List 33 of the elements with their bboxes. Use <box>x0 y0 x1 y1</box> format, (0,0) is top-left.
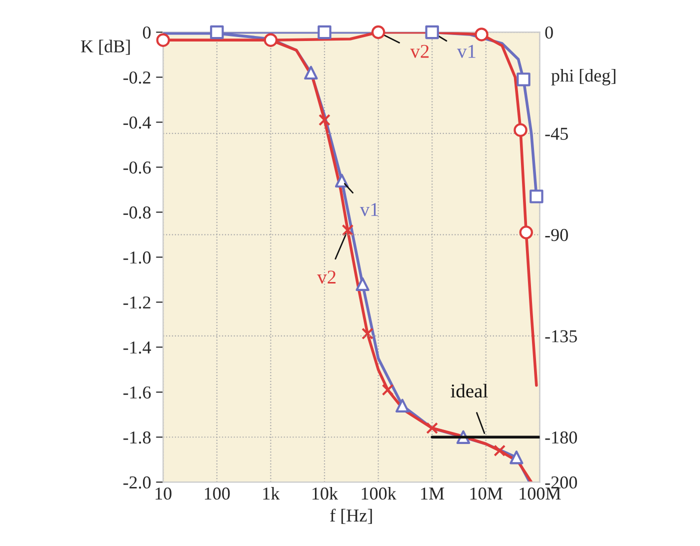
y-tick-label: -0.4 <box>123 116 152 129</box>
annotation: v1 <box>457 44 476 58</box>
y-axis-title: K [dB] <box>80 40 130 55</box>
y-tick-label: -0.6 <box>123 161 151 174</box>
x-tick-label: 1M <box>421 488 444 500</box>
y2-tick-label: -90 <box>545 228 568 242</box>
y-tick-label: -0.2 <box>123 71 150 84</box>
annotation: ideal <box>450 384 488 398</box>
y-tick-label: -1.0 <box>123 251 151 264</box>
annotation: v1 <box>360 203 378 216</box>
y-tick-label: -0.8 <box>123 206 151 219</box>
y-tick-label: -1.6 <box>123 386 151 399</box>
y-tick-label: -1.8 <box>123 431 151 444</box>
x-tick-label: 100M <box>520 488 561 500</box>
y2-tick-label: -180 <box>545 431 577 444</box>
y-tick-label: -1.2 <box>123 296 150 309</box>
x-axis-title: f [Hz] <box>330 508 372 524</box>
annotation: v2 <box>410 44 429 58</box>
y-tick-label: -1.4 <box>123 341 152 354</box>
x-tick-label: 10 <box>156 488 172 500</box>
annotation: v2 <box>317 270 336 284</box>
y-tick-label: -2.0 <box>123 476 151 489</box>
y2-tick-label: -200 <box>545 476 577 489</box>
x-tick-label: 1k <box>263 486 280 500</box>
y-tick-label: 0 <box>142 26 151 39</box>
x-tick-label: 100k <box>362 486 396 500</box>
y2-tick-label: -45 <box>545 128 568 140</box>
x-tick-label: 100 <box>204 488 230 500</box>
y2-axis-title: phi [deg] <box>551 68 616 86</box>
y2-tick-label: -135 <box>545 330 577 342</box>
x-tick-label: 10k <box>312 486 338 500</box>
y2-tick-label: 0 <box>545 26 553 39</box>
x-tick-label: 10M <box>470 488 502 500</box>
